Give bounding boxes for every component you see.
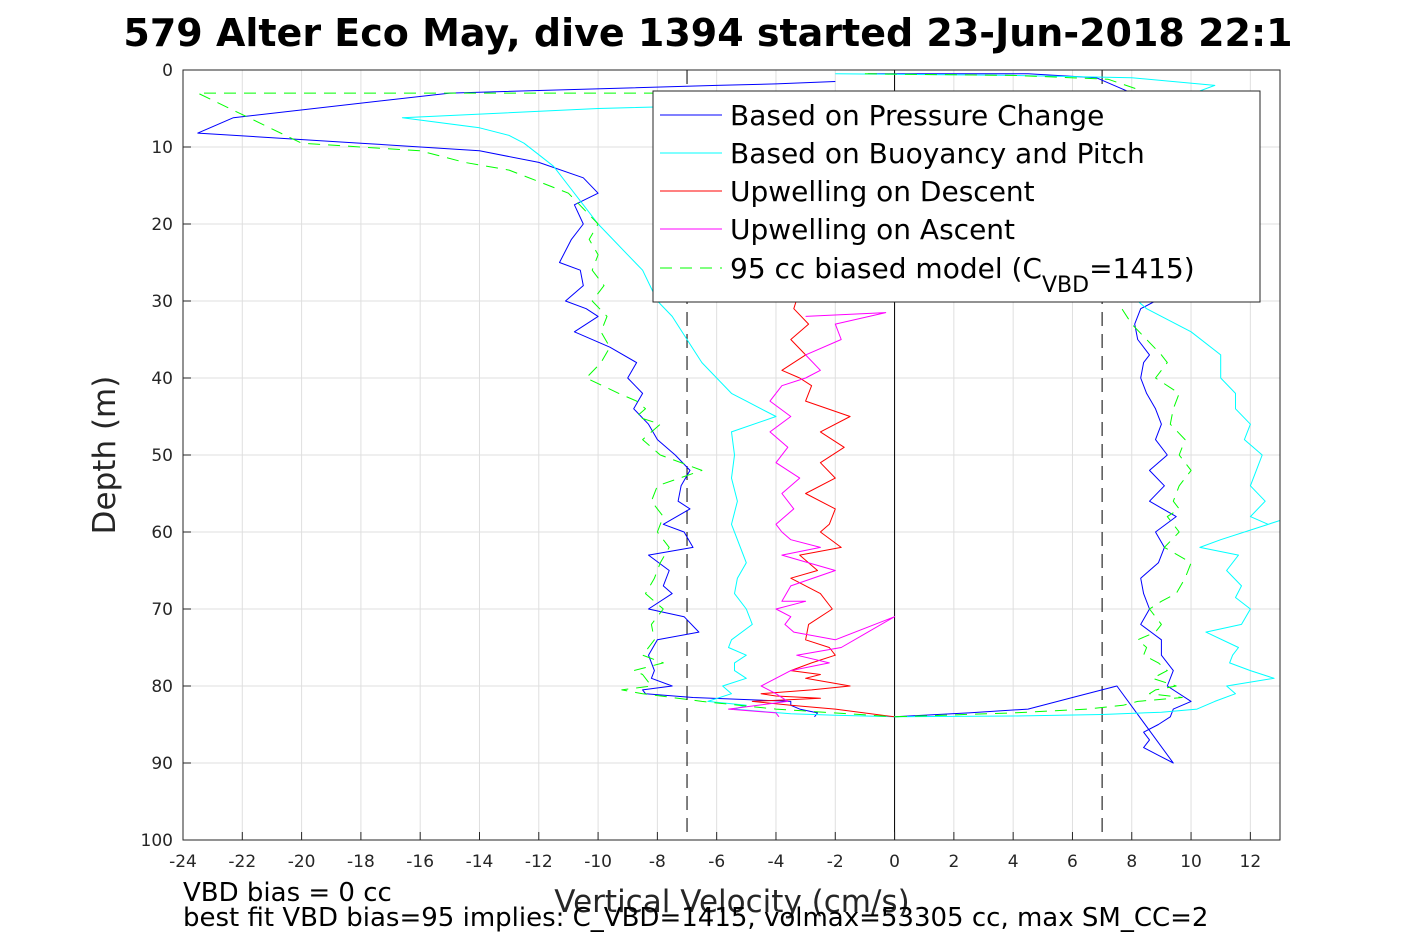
y-tick-label: 50 [151, 446, 173, 466]
x-tick-label: -20 [288, 852, 316, 872]
x-tick-label: -2 [827, 852, 844, 872]
x-axis-label: Vertical Velocity (cm/s) [554, 884, 909, 920]
chart-title: 579 Alter Eco May, dive 1394 started 23-… [123, 11, 1292, 55]
y-tick-label: 30 [151, 292, 173, 312]
best-fit-note: best fit VBD bias=95 implies: C_VBD=1415… [183, 903, 1209, 933]
x-tick-label: -12 [525, 852, 553, 872]
x-tick-label: -6 [708, 852, 725, 872]
series-line-upwelling-on-ascent [728, 312, 896, 718]
legend-label-descent: Upwelling on Descent [730, 175, 1035, 208]
y-tick-label: 80 [151, 677, 173, 697]
legend-label-model-pre: 95 cc biased model (C [730, 252, 1042, 285]
y-tick-label: 10 [151, 138, 173, 158]
y-tick-label: 40 [151, 369, 173, 389]
y-tick-label: 60 [151, 523, 173, 543]
y-tick-label: 100 [141, 831, 173, 851]
vbd-bias-note: VBD bias = 0 cc [183, 878, 392, 908]
series-line-95-cc-biased-model-c-vbd-1415 [864, 73, 1192, 718]
y-tick-label: 90 [151, 754, 173, 774]
legend-label-model-post: =1415) [1089, 252, 1195, 285]
y-tick-labels: 0 10 20 30 40 50 60 70 80 90 100 [141, 61, 191, 851]
x-tick-labels: -24 -22 -20 -18 -16 -14 -12 -10 -8 -6 -4 -2 0 2 4 6 8 10 1… [169, 832, 1261, 872]
legend-label-model: 95 cc biased model (CVBD=1415) [730, 252, 1195, 298]
x-tick-label: 6 [1067, 852, 1078, 872]
x-tick-label: -8 [649, 852, 666, 872]
x-tick-label: -10 [584, 852, 612, 872]
series-line-based-on-pressure-change [197, 81, 836, 718]
legend: Based on Pressure Change Based on Buoyan… [652, 90, 1261, 303]
x-tick-label: -22 [228, 852, 256, 872]
x-tick-label: 8 [1126, 852, 1137, 872]
y-tick-label: 20 [151, 215, 173, 235]
legend-label-buoyancy: Based on Buoyancy and Pitch [730, 137, 1145, 170]
x-tick-label: 0 [889, 852, 900, 872]
y-tick-label: 70 [151, 600, 173, 620]
x-tick-label: 10 [1180, 852, 1202, 872]
legend-label-ascent: Upwelling on Ascent [730, 213, 1015, 246]
x-tick-label: 4 [1008, 852, 1019, 872]
legend-label-model-sub: VBD [1042, 273, 1089, 298]
y-axis-label: Depth (m) [87, 376, 123, 535]
x-tick-label: 2 [948, 852, 959, 872]
x-tick-label: -4 [767, 852, 784, 872]
x-tick-label: -24 [169, 852, 197, 872]
x-tick-label: -16 [406, 852, 434, 872]
series-line-based-on-buoyancy-and-pitch [401, 100, 895, 718]
y-tick-label: 0 [162, 61, 173, 81]
series-line-95-cc-biased-model-c-vbd-1415 [197, 92, 895, 718]
x-tick-label: -18 [347, 852, 375, 872]
x-tick-label: 12 [1240, 852, 1262, 872]
legend-label-pressure: Based on Pressure Change [730, 99, 1104, 132]
x-tick-label: -14 [466, 852, 494, 872]
legend-box [652, 90, 1261, 303]
